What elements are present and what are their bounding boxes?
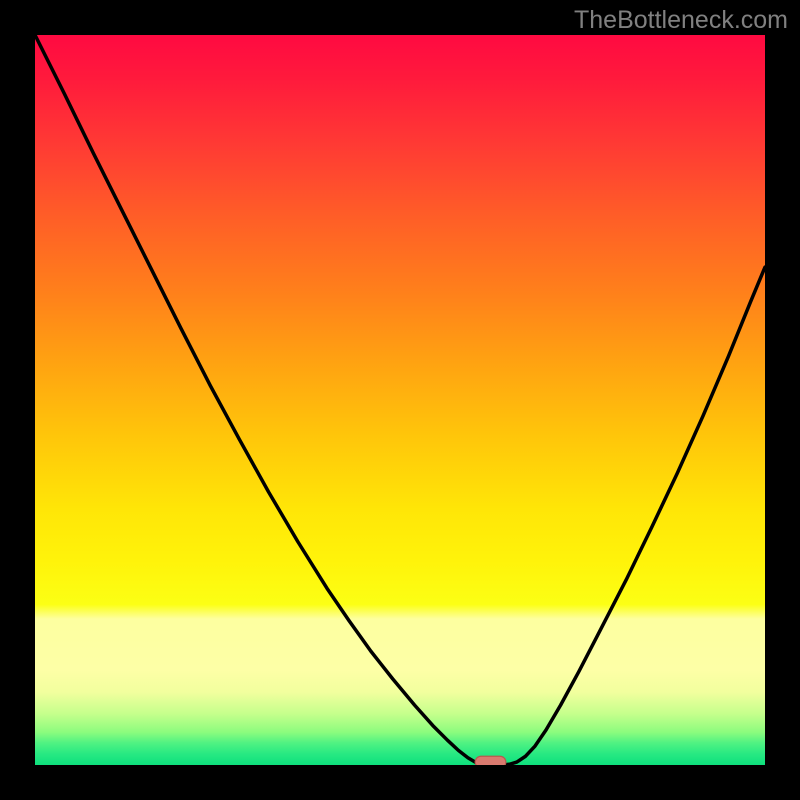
plot-svg xyxy=(35,35,765,765)
watermark-label: TheBottleneck.com xyxy=(574,6,788,35)
plot-area xyxy=(35,35,765,765)
optimal-marker xyxy=(475,756,506,765)
gradient-background xyxy=(35,35,765,765)
chart-frame: TheBottleneck.com xyxy=(0,0,800,800)
